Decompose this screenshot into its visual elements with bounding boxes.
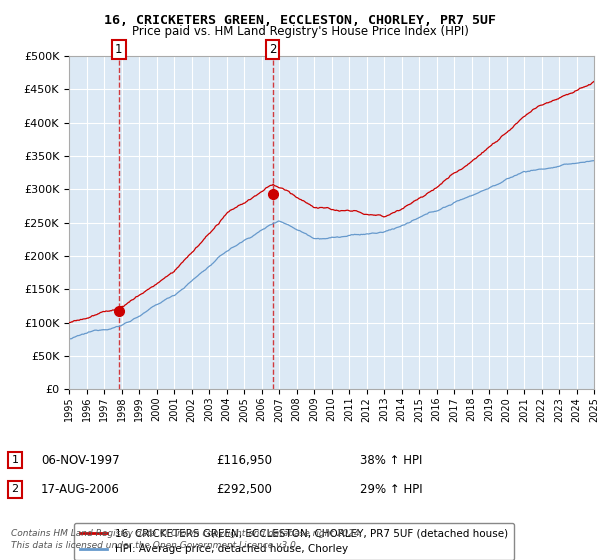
Text: £116,950: £116,950 [216, 454, 272, 467]
Text: 17-AUG-2006: 17-AUG-2006 [41, 483, 119, 496]
Text: 38% ↑ HPI: 38% ↑ HPI [360, 454, 422, 467]
Text: £292,500: £292,500 [216, 483, 272, 496]
Text: 29% ↑ HPI: 29% ↑ HPI [360, 483, 422, 496]
Text: 06-NOV-1997: 06-NOV-1997 [41, 454, 119, 467]
Text: 16, CRICKETERS GREEN, ECCLESTON, CHORLEY, PR7 5UF: 16, CRICKETERS GREEN, ECCLESTON, CHORLEY… [104, 14, 496, 27]
Text: 1: 1 [115, 43, 122, 56]
Text: 2: 2 [269, 43, 276, 56]
Text: Price paid vs. HM Land Registry's House Price Index (HPI): Price paid vs. HM Land Registry's House … [131, 25, 469, 38]
Text: Contains HM Land Registry data © Crown copyright and database right 2024.
This d: Contains HM Land Registry data © Crown c… [11, 529, 362, 550]
Text: 2: 2 [11, 484, 19, 494]
Legend: 16, CRICKETERS GREEN, ECCLESTON, CHORLEY, PR7 5UF (detached house), HPI: Average: 16, CRICKETERS GREEN, ECCLESTON, CHORLEY… [74, 522, 514, 560]
Text: 1: 1 [11, 455, 19, 465]
